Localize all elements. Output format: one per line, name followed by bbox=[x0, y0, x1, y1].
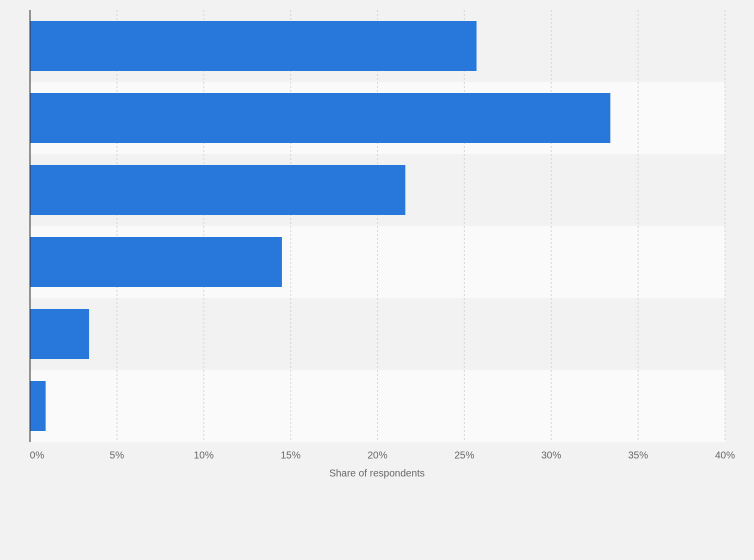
x-tick-label: 0% bbox=[30, 451, 45, 462]
x-tick-label: 40% bbox=[715, 451, 735, 462]
x-axis-title: Share of respondents bbox=[329, 469, 425, 480]
x-tick-label: 35% bbox=[628, 451, 648, 462]
x-tick-label: 10% bbox=[194, 451, 214, 462]
bar bbox=[30, 309, 90, 359]
bar bbox=[30, 165, 406, 215]
bar bbox=[30, 381, 46, 431]
x-tick-label: 25% bbox=[454, 451, 474, 462]
bar bbox=[30, 93, 611, 143]
bar bbox=[30, 237, 282, 287]
bar bbox=[30, 21, 477, 71]
x-tick-label: 5% bbox=[110, 451, 125, 462]
x-tick-label: 20% bbox=[367, 451, 387, 462]
x-tick-label: 30% bbox=[541, 451, 561, 462]
x-tick-label: 15% bbox=[281, 451, 301, 462]
